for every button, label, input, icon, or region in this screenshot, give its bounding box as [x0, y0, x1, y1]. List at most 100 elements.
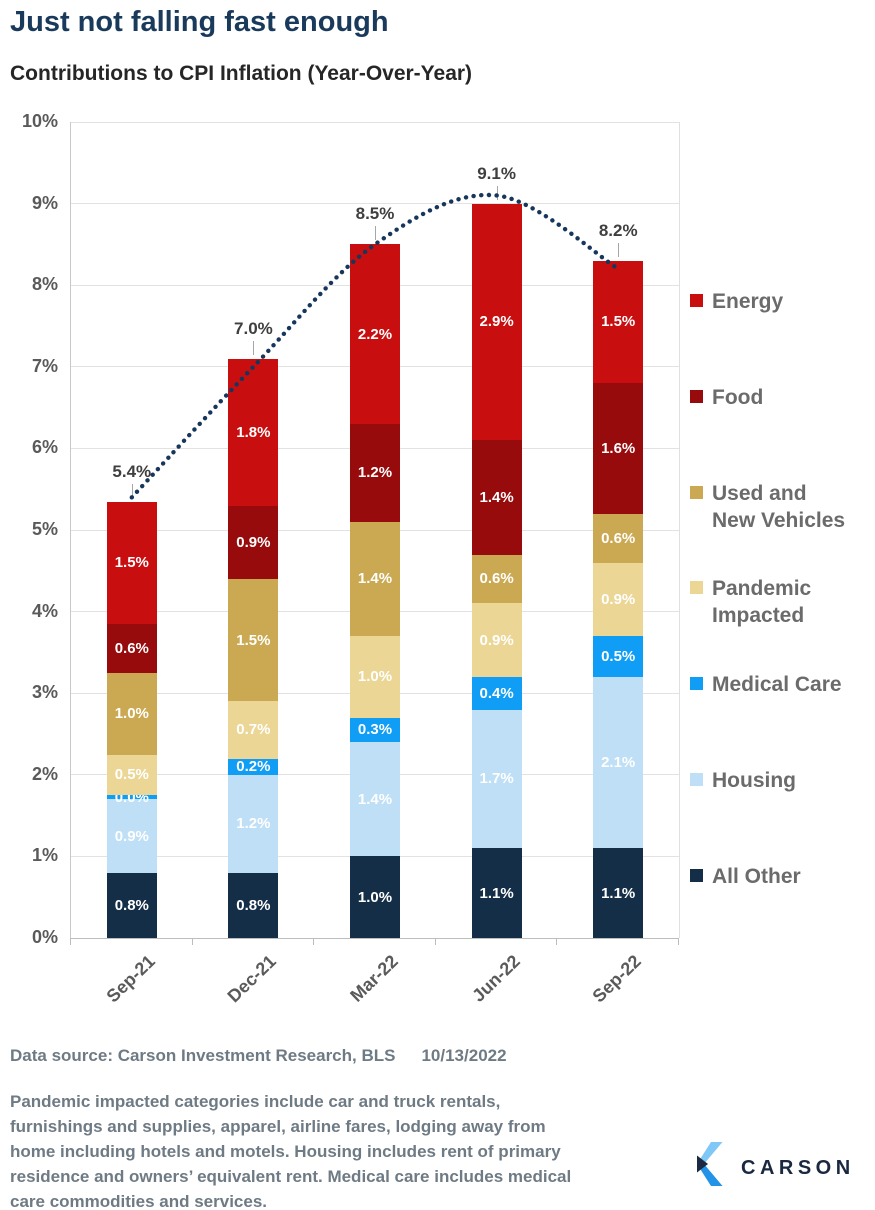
chevron-top-arm: [697, 1142, 723, 1164]
segment-label: 0.5%: [114, 766, 149, 784]
chevron-bottom-arm: [697, 1164, 723, 1186]
segment-label: 0.8%: [114, 896, 149, 914]
total-leader-line: [496, 185, 498, 200]
bar-Jun-22: 1.1% 1.7% 0.4% 0.9% 0.6% 1.4% 2.9%: [471, 203, 522, 938]
x-axis-label-Sep-21: Sep-21: [102, 951, 159, 1007]
segment-used-and-new-vehicles: 1.5%: [228, 579, 279, 702]
legend-label: Medical Care: [712, 673, 842, 697]
segment-label: 0.9%: [479, 631, 514, 649]
legend-item-food: Food: [690, 384, 868, 411]
legend-item-housing: Housing: [690, 767, 868, 794]
legend-marker: [690, 389, 703, 403]
segment-energy: 2.9%: [471, 203, 522, 441]
segment-food: 1.2%: [350, 423, 400, 522]
x-axis-label-Mar-22: Mar-22: [346, 951, 402, 1006]
segment-label: 0.6%: [479, 570, 514, 588]
segment-energy: 1.5%: [593, 260, 644, 384]
y-axis-label: 1%: [31, 845, 58, 866]
segment-label: 0.2%: [236, 758, 271, 776]
y-axis-label: 10%: [21, 111, 58, 131]
legend-marker: [690, 868, 703, 882]
bar-Sep-21: 0.8% 0.9% 0.0% 0.5% 1.0% 0.6% 1.5%: [106, 501, 157, 938]
segment-label: 1.2%: [236, 815, 271, 833]
carson-logo: CARSON: [696, 1142, 855, 1186]
segment-housing: 2.1%: [593, 676, 644, 849]
segment-label: 0.5%: [601, 647, 636, 665]
segment-pandemic-impacted: 0.7%: [228, 701, 279, 759]
bar-Mar-22: 1.0% 1.4% 0.3% 1.0% 1.4% 1.2% 2.2%: [350, 244, 400, 938]
segment-medical-care: 0.5%: [593, 636, 644, 677]
data-source: Data source: Carson Investment Research,…: [10, 1046, 507, 1066]
segment-label: 0.9%: [236, 533, 271, 551]
footnote: Pandemic impacted categories include car…: [10, 1092, 572, 1210]
total-leader-line: [131, 483, 133, 498]
segment-label: 1.6%: [601, 439, 636, 457]
segment-housing: 1.2%: [228, 774, 279, 873]
segment-housing: 1.4%: [350, 742, 400, 857]
y-axis-label: 5%: [31, 519, 58, 539]
segment-food: 0.9%: [228, 505, 279, 580]
legend-item-energy: Energy: [690, 288, 868, 315]
segment-label: 1.1%: [479, 884, 514, 902]
y-axis-label: 4%: [31, 600, 58, 621]
legend-label: All Other: [712, 864, 801, 888]
segment-pandemic-impacted: 1.0%: [350, 636, 400, 718]
x-axis-tick: [678, 938, 679, 945]
legend-marker: [690, 773, 703, 786]
segment-label: 1.8%: [236, 423, 271, 441]
segment-label: 0.6%: [114, 639, 149, 657]
segment-pandemic-impacted: 0.9%: [471, 603, 522, 677]
legend-item-all-other: All Other: [690, 863, 868, 890]
segment-pandemic-impacted: 0.5%: [106, 754, 157, 796]
segment-medical-care: 0.0%: [106, 790, 157, 805]
total-label: 8.2%: [598, 220, 638, 240]
segment-label: 1.5%: [236, 631, 271, 649]
segment-pandemic-impacted: 0.9%: [593, 562, 644, 637]
x-axis-tick: [313, 938, 315, 945]
segment-energy: 2.2%: [350, 244, 400, 424]
segment-used-and-new-vehicles: 1.0%: [106, 672, 157, 755]
carson-wordmark: CARSON: [741, 1156, 855, 1179]
legend-item-medical-care: Medical Care: [690, 671, 868, 698]
total-leader-line: [253, 340, 255, 355]
legend-marker: [690, 581, 703, 595]
x-axis-label-Jun-22: Jun-22: [467, 951, 524, 1006]
x-axis-label-Sep-22: Sep-22: [588, 951, 646, 1007]
total-label: 5.4%: [112, 461, 152, 481]
segment-all-other: 0.8%: [106, 872, 157, 938]
x-axis-tick: [434, 938, 436, 945]
y-axis-label: 8%: [31, 274, 58, 295]
segment-label: 0.3%: [357, 721, 393, 739]
segment-medical-care: 0.4%: [471, 676, 522, 710]
legend-label: Housing: [712, 769, 796, 792]
segment-food: 1.4%: [471, 440, 522, 555]
bar-Dec-21: 0.8% 1.2% 0.2% 0.7% 1.5% 0.9% 1.8%: [228, 358, 279, 938]
data-source-label: Data source: Carson Investment Research,…: [10, 1046, 396, 1065]
segment-all-other: 0.8%: [228, 872, 279, 938]
legend-label: Food: [712, 385, 764, 409]
legend-item-pandemic-impacted: Pandemic Impacted: [690, 575, 868, 629]
legend-label: Used and New Vehicles: [712, 481, 846, 532]
segment-medical-care: 0.2%: [228, 758, 279, 776]
total-label: 9.1%: [477, 163, 516, 183]
segment-all-other: 1.1%: [593, 848, 644, 938]
legend-label: Pandemic Impacted: [712, 577, 812, 628]
carson-chevron-icon: [697, 1142, 723, 1186]
segment-label: 1.1%: [601, 884, 636, 902]
segment-label: 1.4%: [357, 790, 393, 808]
x-axis-tick: [191, 938, 193, 945]
segment-label: 1.4%: [357, 570, 393, 588]
total-label: 7.0%: [234, 318, 273, 338]
segment-housing: 1.7%: [471, 709, 522, 849]
segment-food: 1.6%: [593, 383, 644, 514]
x-axis-tick: [556, 938, 558, 945]
y-axis-label: 6%: [31, 437, 58, 458]
y-axis-label: 3%: [31, 682, 58, 703]
segment-label: 1.5%: [601, 313, 636, 331]
segment-label: 1.0%: [357, 888, 393, 906]
segment-housing: 0.9%: [106, 799, 157, 873]
y-axis-label: 0%: [31, 927, 58, 947]
chart-subtitle: Contributions to CPI Inflation (Year-Ove…: [10, 62, 473, 85]
legend-item-used-and-new-vehicles: Used and New Vehicles: [690, 480, 868, 534]
